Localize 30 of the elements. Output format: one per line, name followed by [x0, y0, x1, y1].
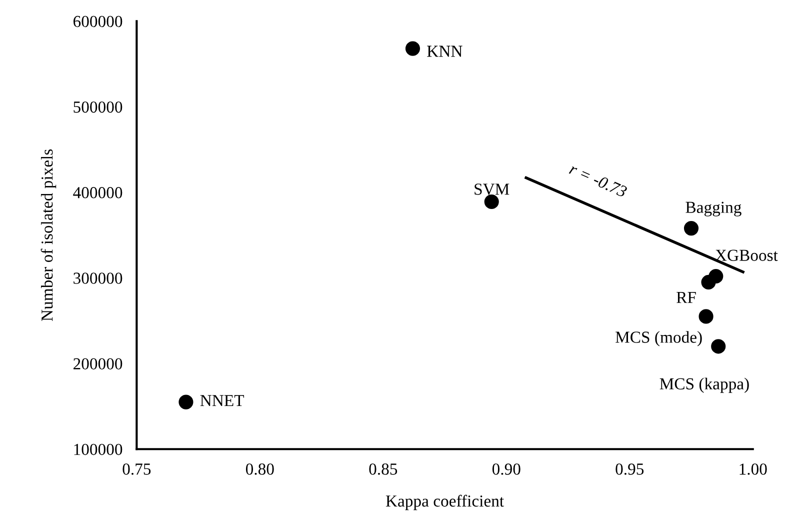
- x-tick-label: 0.95: [616, 463, 644, 475]
- point: [701, 274, 716, 290]
- point: [484, 194, 499, 210]
- x-axis-title: Kappa coefficient: [386, 494, 504, 510]
- annotation: MCS (kappa): [660, 378, 749, 393]
- annotation: KNN: [427, 46, 462, 57]
- y-tick-label: 600000: [73, 16, 122, 28]
- x-tick-label: 0.75: [122, 463, 151, 475]
- y-tick-label: 200000: [74, 358, 122, 370]
- point: [698, 309, 714, 324]
- point: [711, 339, 726, 354]
- annotation: NNET: [200, 395, 244, 406]
- point: [405, 41, 420, 56]
- annotation: XGBoost: [715, 250, 778, 261]
- point: [178, 394, 194, 410]
- y-axis-title: Number of isolated pixels: [40, 149, 56, 321]
- annotation: r = -0.73: [568, 163, 628, 198]
- annotation: SVM: [474, 184, 510, 195]
- y-tick-label: 500000: [74, 101, 122, 113]
- x-tick-label: 0.90: [492, 463, 520, 475]
- annotation: Bagging: [686, 202, 742, 216]
- y-tick-label: 400000: [73, 187, 122, 198]
- x-tick-label: 1.00: [740, 463, 767, 475]
- point: [684, 221, 699, 236]
- y-tick-label: 300000: [74, 272, 122, 284]
- x-tick-label: 0.80: [246, 463, 274, 475]
- x-tick-label: 0.85: [369, 463, 398, 475]
- annotation: RF: [676, 292, 696, 303]
- y-tick-label: 100000: [74, 444, 122, 456]
- annotation: MCS (mode): [616, 331, 702, 346]
